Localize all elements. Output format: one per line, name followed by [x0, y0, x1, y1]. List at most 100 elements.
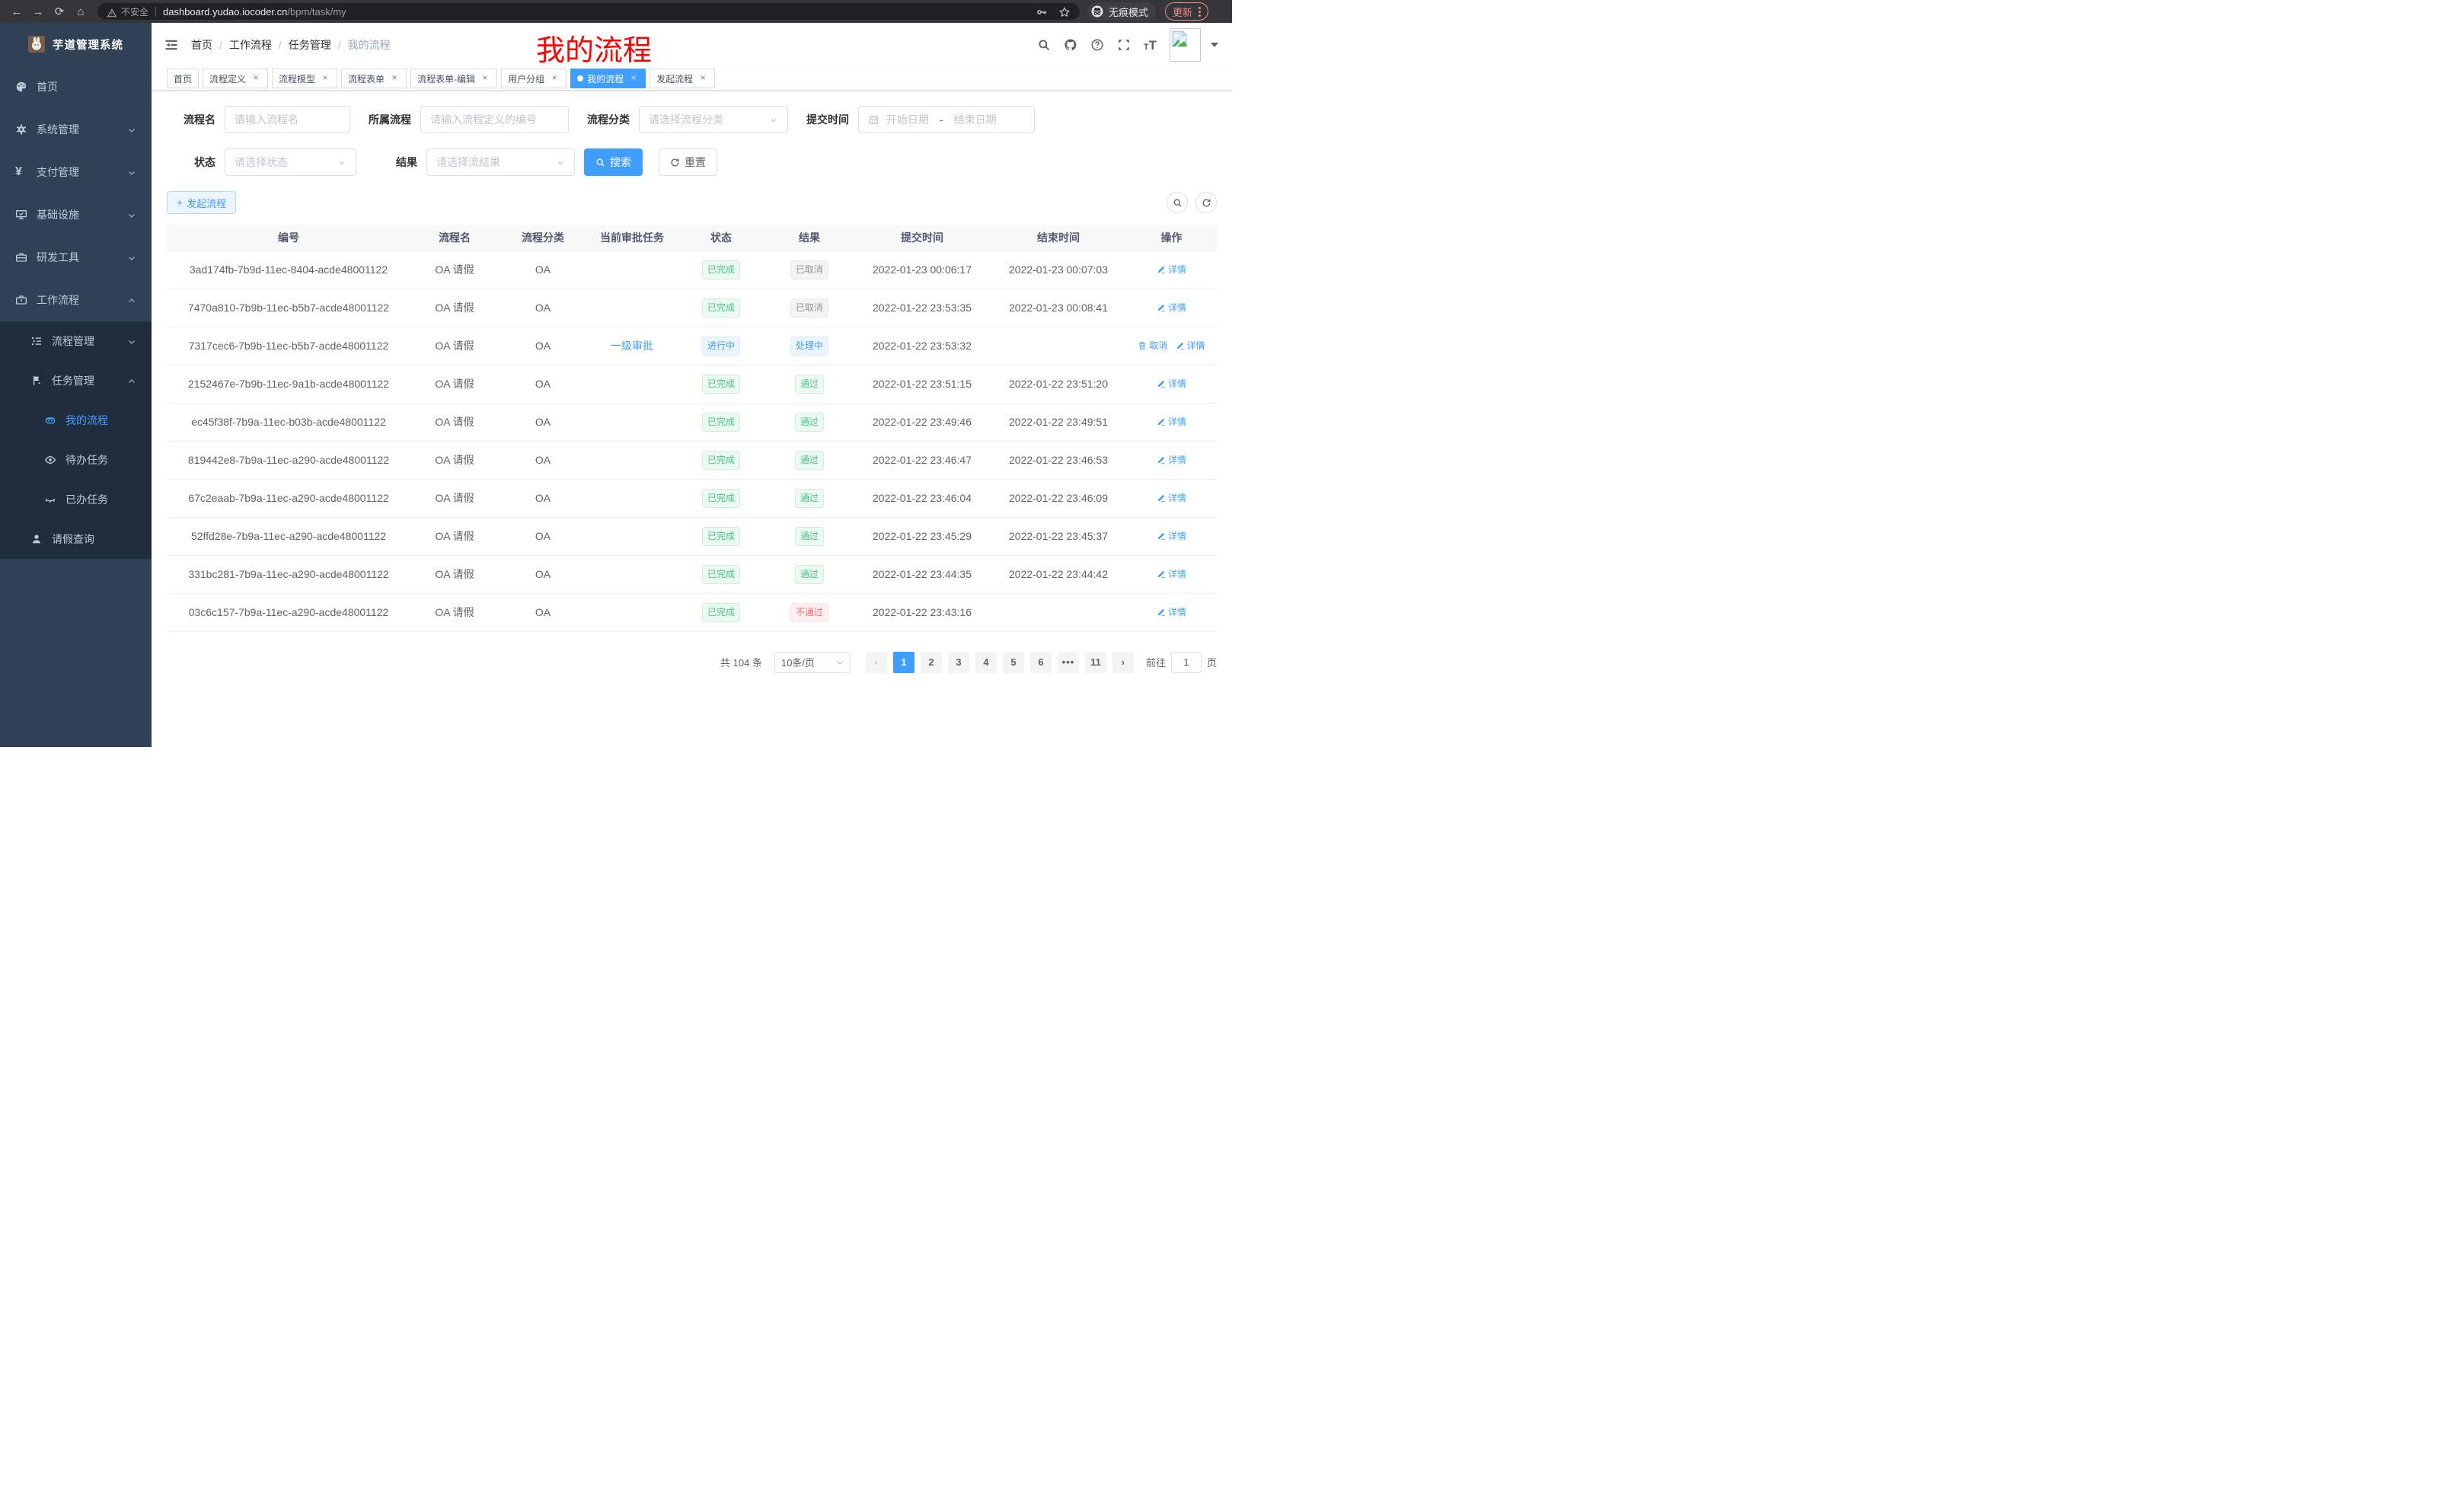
cell-actions: 详情	[1126, 403, 1217, 442]
search-button[interactable]: 搜索	[584, 148, 643, 176]
sidebar-item-my-process[interactable]: 我的流程	[0, 401, 152, 440]
page-size-select[interactable]: 10条/页	[774, 651, 851, 673]
tab-process-model[interactable]: 流程模型 ×	[272, 69, 338, 88]
tab-close-icon[interactable]: ×	[482, 72, 488, 83]
avatar[interactable]	[1170, 28, 1201, 62]
cell-status: 已完成	[677, 555, 765, 594]
goto-page-input[interactable]	[1170, 651, 1202, 673]
app-header: 首页 / 工作流程 / 任务管理 / 我的流程 我的流程 TT	[152, 23, 1232, 67]
cell-process-id: 331bc281-7b9a-11ec-a290-acde48001122	[167, 555, 410, 594]
chevron-down-icon[interactable]	[1211, 43, 1218, 47]
edit-icon	[1157, 532, 1166, 541]
sidebar-item-process-mgmt[interactable]: 流程管理	[0, 321, 152, 361]
detail-link[interactable]: 详情	[1157, 567, 1186, 580]
detail-link[interactable]: 详情	[1176, 339, 1205, 352]
result-badge: 通过	[794, 450, 824, 470]
tab-user-group[interactable]: 用户分组 ×	[501, 69, 567, 88]
fullscreen-icon[interactable]	[1117, 38, 1131, 52]
sidebar-logo[interactable]: 芋道管理系统	[0, 23, 152, 65]
edit-icon	[1176, 341, 1185, 350]
briefcase-icon	[15, 294, 27, 306]
current-task-link[interactable]: 一级审批	[611, 340, 653, 352]
page-button[interactable]: 6	[1029, 651, 1052, 673]
process-name-input[interactable]: 请输入流程名	[225, 106, 350, 133]
process-category-select[interactable]: 请选择流程分类	[639, 106, 788, 133]
tab-start-process[interactable]: 发起流程 ×	[650, 69, 716, 88]
breadcrumb-item[interactable]: 首页	[191, 39, 212, 51]
sidebar-item-dev-tools[interactable]: 研发工具	[0, 236, 152, 279]
tab-close-icon[interactable]: ×	[551, 72, 557, 83]
star-icon[interactable]	[1058, 5, 1071, 18]
address-bar[interactable]: 不安全 dashboard.yudao.iocoder.cn/bpm/task/…	[97, 3, 1080, 20]
breadcrumb-item[interactable]: 工作流程	[228, 39, 272, 51]
toolbox-icon	[15, 251, 27, 263]
detail-link[interactable]: 详情	[1157, 529, 1186, 542]
sidebar-item-workflow[interactable]: 工作流程	[0, 279, 152, 321]
tab-close-icon[interactable]: ×	[630, 72, 637, 83]
key-icon[interactable]	[1036, 5, 1048, 18]
home-icon[interactable]: ⌂	[77, 5, 85, 18]
refresh-icon	[670, 158, 680, 168]
prev-page-button[interactable]: ‹	[865, 651, 887, 673]
next-page-button[interactable]: ›	[1112, 651, 1134, 673]
page-button[interactable]: 3	[947, 651, 969, 673]
sidebar-item-home[interactable]: 首页	[0, 65, 152, 108]
page-button[interactable]: 5	[1002, 651, 1024, 673]
tab-close-icon[interactable]: ×	[700, 72, 706, 83]
cell-actions: 详情	[1126, 365, 1217, 404]
create-process-button[interactable]: + 发起流程	[167, 191, 237, 214]
page-button[interactable]: 2	[920, 651, 942, 673]
reset-button[interactable]: 重置	[659, 148, 717, 176]
sidebar-item-todo-tasks[interactable]: 待办任务	[0, 440, 152, 480]
sidebar-menu: 首页 系统管理 ¥ 支付管理 基础设施 研发工具 工作流程 流程管理 任务管理 我的流程 待办任务已…	[0, 65, 152, 559]
font-size-icon[interactable]: TT	[1143, 37, 1157, 53]
page-button[interactable]: 1	[892, 651, 914, 673]
search-icon[interactable]	[1037, 38, 1051, 52]
sidebar-item-system[interactable]: 系统管理	[0, 108, 152, 151]
forward-icon[interactable]: →	[32, 5, 44, 18]
detail-link[interactable]: 详情	[1157, 491, 1186, 504]
tab-process-form[interactable]: 流程表单 ×	[341, 69, 407, 88]
detail-link[interactable]: 详情	[1157, 453, 1186, 466]
sidebar-item-payment[interactable]: ¥ 支付管理	[0, 151, 152, 193]
sidebar-item-leave-query[interactable]: 请假查询	[0, 519, 152, 559]
tab-close-icon[interactable]: ×	[253, 72, 259, 83]
toggle-search-button[interactable]	[1167, 192, 1188, 213]
help-icon[interactable]	[1090, 38, 1104, 52]
sidebar-item-done-tasks[interactable]: 已办任务	[0, 480, 152, 519]
refresh-table-button[interactable]	[1195, 192, 1217, 213]
result-select[interactable]: 请选择流结果	[426, 148, 575, 176]
result-badge: 处理中	[790, 336, 828, 356]
breadcrumb-item[interactable]: 任务管理	[288, 39, 331, 51]
cell-end-time: 2022-01-22 23:46:53	[991, 441, 1126, 480]
tab-close-icon[interactable]: ×	[322, 72, 328, 83]
tab-my-process[interactable]: 我的流程 ×	[570, 69, 646, 88]
sidebar-item-task-mgmt[interactable]: 任务管理	[0, 361, 152, 401]
tab-close-icon[interactable]: ×	[391, 72, 397, 83]
detail-link[interactable]: 详情	[1157, 301, 1186, 314]
detail-link[interactable]: 详情	[1157, 377, 1186, 390]
detail-link[interactable]: 详情	[1157, 415, 1186, 428]
tab-process-definition[interactable]: 流程定义 ×	[203, 69, 269, 88]
detail-link[interactable]: 详情	[1157, 263, 1186, 276]
result-badge: 通过	[794, 488, 824, 508]
cancel-link[interactable]: 取消	[1138, 339, 1168, 352]
back-icon[interactable]: ←	[11, 5, 23, 18]
date-separator: -	[940, 113, 943, 126]
detail-link[interactable]: 详情	[1157, 605, 1186, 618]
date-range-input[interactable]: 开始日期 - 结束日期	[858, 106, 1035, 133]
page-button[interactable]: 11	[1084, 651, 1106, 673]
sidebar-item-infrastructure[interactable]: 基础设施	[0, 193, 152, 236]
status-select[interactable]: 请选择状态	[225, 148, 356, 176]
process-definition-input[interactable]: 请输入流程定义的编号	[420, 106, 569, 133]
page-button[interactable]: 4	[975, 651, 997, 673]
tab-home[interactable]: 首页	[167, 69, 199, 88]
github-icon[interactable]	[1064, 38, 1077, 52]
update-button[interactable]: 更新	[1165, 2, 1209, 21]
cell-submit-time: 2022-01-22 23:43:16	[854, 593, 991, 632]
reload-icon[interactable]: ⟳	[54, 5, 65, 18]
browser-menu-icon[interactable]	[1198, 6, 1202, 17]
sidebar-toggle-icon[interactable]	[164, 37, 179, 53]
tab-process-form-edit[interactable]: 流程表单-编辑 ×	[410, 69, 498, 88]
plus-icon: +	[177, 196, 184, 209]
